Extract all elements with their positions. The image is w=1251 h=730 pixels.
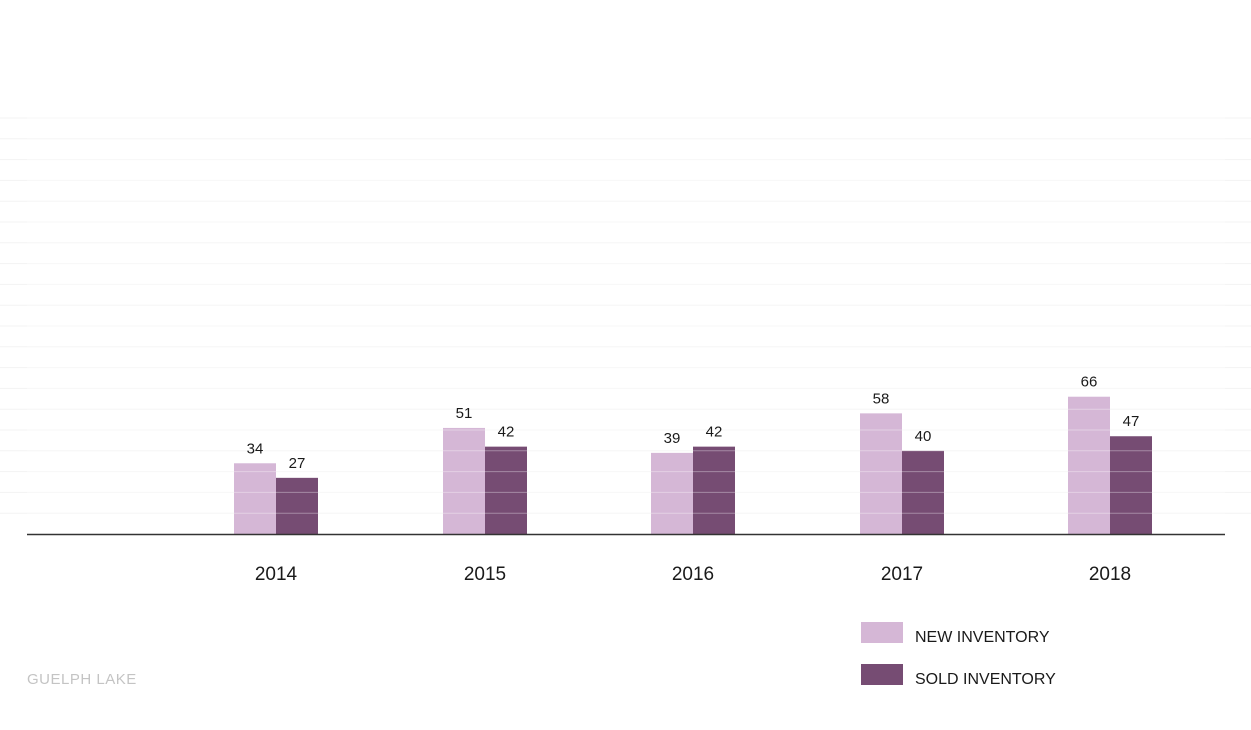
footer-label: GUELPH LAKE (27, 671, 137, 688)
bar-gridline-overlay (27, 117, 1225, 514)
value-label-new-2015: 51 (456, 405, 473, 422)
x-tick-label-2015: 2015 (464, 564, 506, 585)
bar-sold-2014 (276, 477, 318, 534)
value-label-new-2016: 39 (664, 430, 681, 447)
bar-new-2018 (1068, 396, 1110, 534)
value-label-new-2017: 58 (873, 390, 890, 407)
bar-new-2016 (651, 452, 693, 534)
x-tick-label-2018: 2018 (1089, 564, 1131, 585)
value-label-sold-2015: 42 (498, 424, 515, 441)
legend-swatch-new (861, 622, 903, 643)
legend-label-new: NEW INVENTORY (915, 629, 1050, 646)
x-tick-label-2014: 2014 (255, 564, 298, 585)
bar-sold-2018 (1110, 436, 1152, 534)
bar-new-2017 (860, 413, 902, 534)
x-tick-label-2017: 2017 (881, 564, 923, 585)
bars (234, 396, 1152, 534)
legend: NEW INVENTORY SOLD INVENTORY (861, 622, 1056, 688)
value-label-new-2014: 34 (247, 440, 264, 457)
bar-new-2015 (443, 427, 485, 534)
bar-sold-2017 (902, 450, 944, 534)
value-label-sold-2017: 40 (915, 428, 932, 445)
category-labels: 2014 2015 2016 2017 2018 (255, 564, 1131, 585)
value-label-sold-2014: 27 (289, 455, 306, 472)
bar-sold-2016 (693, 446, 735, 534)
bar-sold-2015 (485, 446, 527, 534)
legend-swatch-sold (861, 664, 903, 685)
bar-new-2014 (234, 463, 276, 534)
value-label-sold-2016: 42 (706, 424, 723, 441)
legend-label-sold: SOLD INVENTORY (915, 671, 1056, 688)
x-tick-label-2016: 2016 (672, 564, 714, 585)
gridlines (0, 117, 1251, 514)
value-labels: 34 27 51 42 39 42 58 40 66 47 (247, 374, 1140, 472)
value-label-new-2018: 66 (1081, 374, 1098, 391)
value-label-sold-2018: 47 (1123, 413, 1140, 430)
